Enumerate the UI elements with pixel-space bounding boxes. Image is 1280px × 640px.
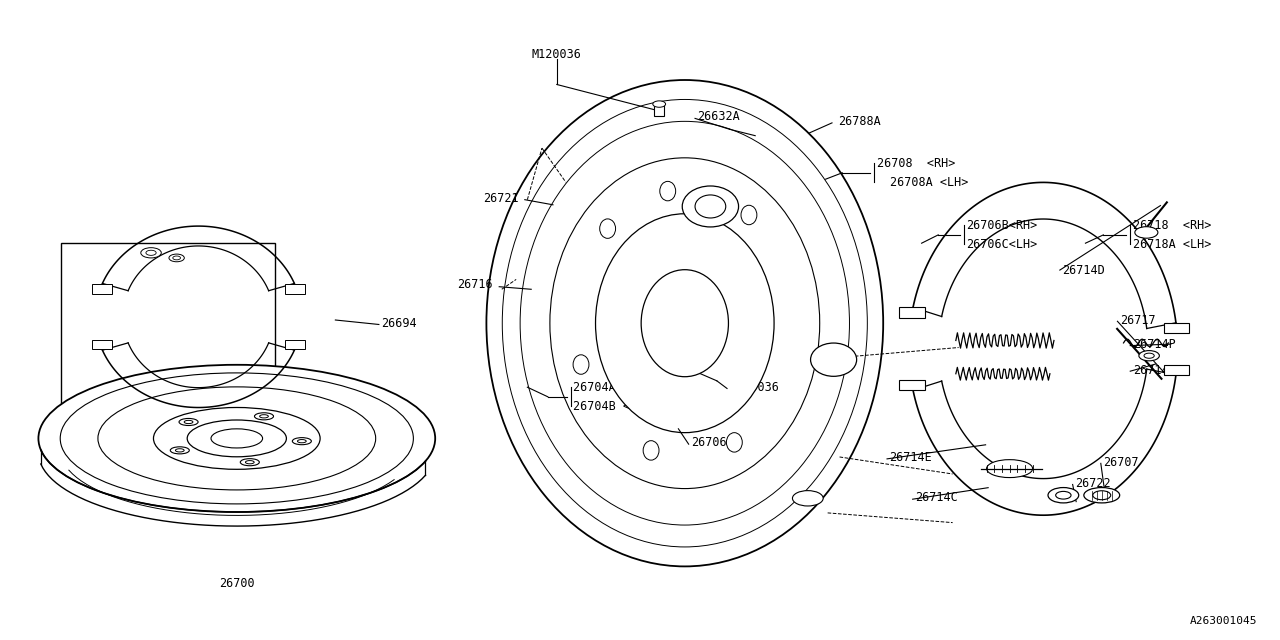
Text: A263001045: A263001045 <box>1189 616 1257 626</box>
Bar <box>1164 323 1189 333</box>
Text: 26788A: 26788A <box>838 115 881 128</box>
Text: 26714E: 26714E <box>890 451 932 464</box>
Ellipse shape <box>486 80 883 566</box>
Ellipse shape <box>573 355 589 374</box>
Text: 26707: 26707 <box>1103 456 1139 468</box>
Text: 26714□: 26714□ <box>1133 364 1175 376</box>
Text: 26632A: 26632A <box>698 110 740 123</box>
Ellipse shape <box>659 181 676 201</box>
Text: 26694: 26694 <box>381 317 417 330</box>
Bar <box>92 284 113 294</box>
Ellipse shape <box>60 373 413 504</box>
Ellipse shape <box>175 449 184 452</box>
Ellipse shape <box>1093 491 1111 500</box>
Text: 26722: 26722 <box>1075 477 1111 490</box>
Bar <box>284 284 305 294</box>
Ellipse shape <box>520 122 850 525</box>
Ellipse shape <box>987 460 1033 477</box>
Ellipse shape <box>255 413 274 420</box>
Bar <box>900 380 925 390</box>
Ellipse shape <box>1084 488 1120 503</box>
Text: 26708A <LH>: 26708A <LH> <box>890 176 968 189</box>
Bar <box>900 307 925 317</box>
Text: 26714C: 26714C <box>915 492 957 504</box>
Bar <box>654 106 664 116</box>
Text: 26714D: 26714D <box>1062 264 1105 276</box>
Ellipse shape <box>38 365 435 512</box>
Ellipse shape <box>169 254 184 262</box>
Text: 26718A <LH>: 26718A <LH> <box>1133 238 1211 251</box>
Text: M120036: M120036 <box>532 48 581 61</box>
Ellipse shape <box>682 186 739 227</box>
Text: 26706C<LH>: 26706C<LH> <box>966 238 1038 251</box>
Ellipse shape <box>1056 492 1071 499</box>
Ellipse shape <box>246 461 255 464</box>
Text: 26708  <RH>: 26708 <RH> <box>877 157 955 170</box>
Ellipse shape <box>146 250 156 255</box>
Text: 26706A: 26706A <box>691 436 733 449</box>
Ellipse shape <box>741 205 756 225</box>
Ellipse shape <box>184 420 193 424</box>
Text: 26717: 26717 <box>1120 314 1156 326</box>
Ellipse shape <box>170 447 189 454</box>
Ellipse shape <box>641 269 728 377</box>
Ellipse shape <box>297 440 306 443</box>
Text: 26716: 26716 <box>457 278 493 291</box>
Ellipse shape <box>154 408 320 469</box>
Ellipse shape <box>187 420 287 457</box>
Ellipse shape <box>792 491 823 506</box>
Text: 26718  <RH>: 26718 <RH> <box>1133 219 1211 232</box>
Ellipse shape <box>211 429 262 448</box>
Bar <box>284 340 305 349</box>
Ellipse shape <box>695 195 726 218</box>
Ellipse shape <box>550 158 819 488</box>
Ellipse shape <box>179 419 198 426</box>
Ellipse shape <box>727 433 742 452</box>
Bar <box>61 243 275 419</box>
Ellipse shape <box>241 459 260 466</box>
Ellipse shape <box>292 438 311 445</box>
Ellipse shape <box>260 415 269 418</box>
Ellipse shape <box>502 99 868 547</box>
Ellipse shape <box>595 214 774 433</box>
Bar <box>1164 365 1189 375</box>
Text: 26714P: 26714P <box>1133 338 1175 351</box>
Ellipse shape <box>810 343 856 376</box>
Ellipse shape <box>1135 227 1158 238</box>
Ellipse shape <box>643 441 659 460</box>
Ellipse shape <box>600 219 616 238</box>
Text: M120036: M120036 <box>730 381 780 394</box>
Text: 26721: 26721 <box>483 192 518 205</box>
Ellipse shape <box>1048 488 1079 503</box>
Ellipse shape <box>653 101 666 108</box>
Ellipse shape <box>141 248 161 258</box>
Ellipse shape <box>99 387 376 490</box>
Text: 26704B <LH>: 26704B <LH> <box>573 400 652 413</box>
Ellipse shape <box>173 256 180 260</box>
Text: 26704A <RH>: 26704A <RH> <box>573 381 652 394</box>
Text: 26706B<RH>: 26706B<RH> <box>966 219 1038 232</box>
Bar <box>92 340 113 349</box>
Text: 26700: 26700 <box>219 577 255 590</box>
Ellipse shape <box>1139 351 1160 361</box>
Ellipse shape <box>1144 353 1155 358</box>
